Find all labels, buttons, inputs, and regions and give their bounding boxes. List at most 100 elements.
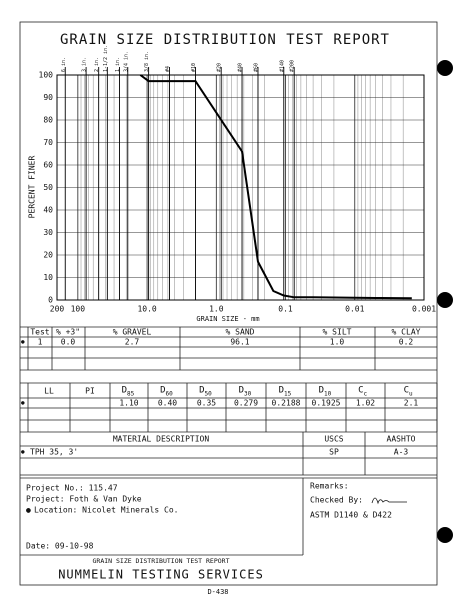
project-client: Project: Foth & Van Dyke: [26, 495, 142, 504]
sieve-label: 1 in.: [115, 57, 121, 72]
y-tick-label: 50: [43, 183, 53, 192]
sieve-label: #4: [165, 66, 171, 72]
coefficient-symbol: C: [404, 386, 409, 396]
table-cell: 0.2: [399, 338, 414, 347]
sieve-label: 1-1/2 in.: [103, 45, 109, 72]
table-cell: 0.0: [61, 338, 76, 347]
x-tick-label: 1.0: [209, 305, 224, 314]
x-tick-label: 10.0: [137, 305, 156, 314]
sieve-label: 3/4 in.: [123, 51, 129, 72]
y-tick-label: 90: [43, 93, 53, 102]
binder-hole: [437, 292, 453, 308]
bullet: ●: [21, 449, 25, 456]
binder-hole: [437, 527, 453, 543]
table-cell: TPH 35, 3': [30, 448, 78, 457]
y-tick-label: 0: [48, 296, 53, 305]
table-cell: 96.1: [230, 338, 249, 347]
x-tick-label: 0.001: [412, 305, 436, 314]
binder-hole: [437, 60, 453, 76]
table-cell: 1: [38, 338, 43, 347]
y-tick-label: 20: [43, 251, 53, 260]
x-tick-label: 0.1: [278, 305, 293, 314]
coefficient-subscript: 50: [205, 391, 213, 398]
coefficient-subscript: 60: [166, 391, 174, 398]
table-header: % GRAVEL: [113, 328, 152, 337]
bullet: ●: [26, 506, 31, 515]
sieve-label: #140: [279, 60, 285, 72]
coefficient-symbol: C: [358, 386, 363, 396]
gradation-curve: [139, 74, 412, 300]
coefficient-value: 0.35: [197, 399, 216, 408]
coefficient-symbol: D: [122, 386, 127, 396]
coefficient-symbol: D: [319, 386, 324, 396]
y-tick-label: 60: [43, 161, 53, 170]
sieve-label: 3/8 in.: [144, 51, 150, 72]
project-location: Location: Nicolet Minerals Co.: [34, 506, 179, 515]
coefficient-value: 1.02: [356, 399, 375, 408]
x-tick-label: 100: [71, 305, 86, 314]
bullet: ●: [21, 400, 25, 407]
coefficient-value: 0.2188: [272, 399, 301, 408]
coefficient-value: 2.1: [404, 399, 419, 408]
coefficient-subscript: c: [364, 391, 368, 398]
coefficient-subscript: 30: [244, 391, 252, 398]
y-tick-label: 70: [43, 138, 53, 147]
bullet: ●: [21, 339, 25, 346]
coefficient-symbol: D: [239, 386, 244, 396]
table-header: Test: [30, 328, 49, 337]
coefficient-value: 0.279: [234, 399, 258, 408]
y-tick-label: 30: [43, 228, 53, 237]
coefficient-subscript: 85: [127, 391, 135, 398]
project-number: Project No.: 115.47: [26, 484, 118, 493]
table-header: MATERIAL DESCRIPTION: [113, 435, 210, 444]
y-axis-label: PERCENT FINER: [28, 156, 37, 219]
report-title: GRAIN SIZE DISTRIBUTION TEST REPORT: [60, 32, 390, 48]
coefficient-symbol: D: [160, 386, 165, 396]
frame: [19, 21, 438, 586]
coefficient-subscript: 15: [284, 391, 292, 398]
table-header: PI: [85, 387, 95, 396]
test-standard: ASTM D1140 & D422: [310, 511, 392, 520]
coefficient-symbol: D: [199, 386, 204, 396]
footer-title: GRAIN SIZE DISTRIBUTION TEST REPORT: [93, 557, 230, 565]
table-header: % SAND: [226, 328, 255, 337]
sieve-label: #200: [290, 60, 296, 72]
sieve-label: #10: [191, 63, 197, 72]
sieve-label: #20: [217, 63, 223, 72]
project-date: Date: 09-10-98: [26, 542, 94, 551]
coefficient-value: 0.1925: [312, 399, 341, 408]
y-tick-label: 10: [43, 273, 53, 282]
table-header: USCS: [324, 435, 343, 444]
signature: [371, 497, 407, 505]
x-axis-label: GRAIN SIZE - mm: [196, 315, 259, 323]
sieve-label: #60: [253, 63, 259, 72]
table-header: % SILT: [323, 328, 352, 337]
y-tick-label: 40: [43, 206, 53, 215]
sieve-label: 2 in.: [94, 57, 100, 72]
checked-by: Checked By:: [310, 496, 363, 505]
coefficient-value: 1.10: [119, 399, 138, 408]
plot-border: [56, 74, 425, 301]
table-cell: 2.7: [125, 338, 140, 347]
table-header: % +3": [56, 328, 80, 337]
coefficient-symbol: D: [279, 386, 284, 396]
remarks-label: Remarks:: [310, 482, 349, 491]
y-tick-label: 80: [43, 116, 53, 125]
coefficient-subscript: 10: [324, 391, 332, 398]
sieve-label: #40: [238, 63, 244, 72]
table-cell: A-3: [394, 448, 409, 457]
table-header: AASHTO: [387, 435, 416, 444]
sieve-label: 3 in.: [82, 57, 88, 72]
y-tick-label: 100: [39, 71, 54, 80]
coefficient-subscript: u: [409, 391, 413, 398]
table-cell: SP: [329, 448, 339, 457]
table-header: % CLAY: [392, 328, 421, 337]
param-col-lines: [27, 383, 438, 432]
page-number: D-438: [207, 588, 228, 596]
x-tick-label: 0.01: [345, 305, 364, 314]
sieve-label: 6 in.: [61, 57, 67, 72]
company-name: NUMMELIN TESTING SERVICES: [58, 568, 264, 582]
table-cell: 1.0: [330, 338, 345, 347]
table-header: LL: [44, 387, 54, 396]
